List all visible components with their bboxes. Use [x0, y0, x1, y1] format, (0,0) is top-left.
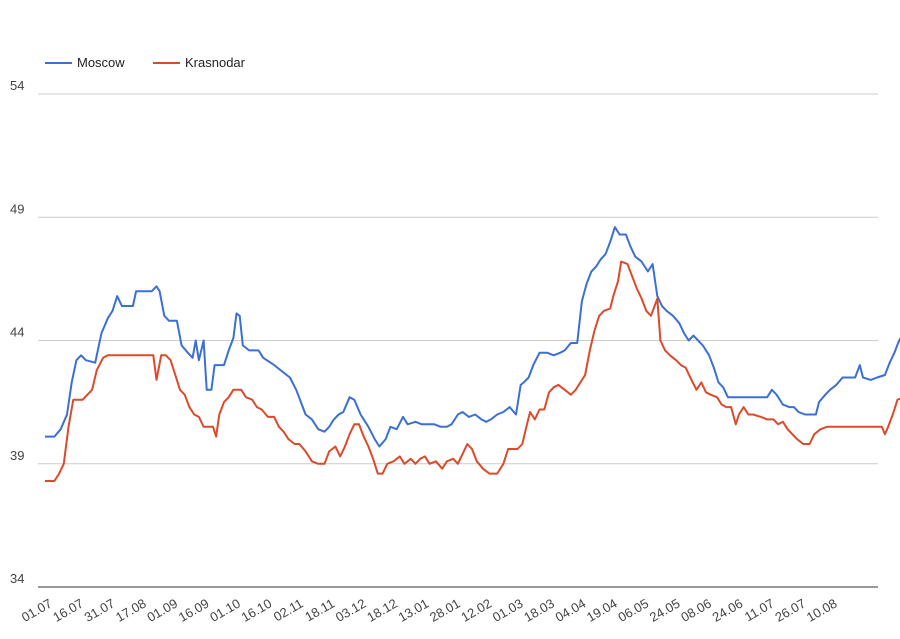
x-tick-label: 01.03: [490, 596, 526, 625]
x-tick-label: 03.12: [333, 596, 369, 625]
y-tick-label: 44: [10, 325, 24, 340]
x-tick-label: 01.07: [19, 596, 55, 625]
x-tick-label: 12.02: [458, 596, 494, 625]
x-tick-label: 24.05: [647, 596, 683, 625]
x-tick-label: 13.01: [396, 596, 432, 625]
x-tick-label: 16.10: [239, 596, 275, 625]
series-line-krasnodar: [45, 260, 900, 482]
y-axis: 34 39 44 49 54: [10, 78, 24, 586]
x-tick-label: 28.01: [427, 596, 463, 625]
x-tick-label: 01.10: [207, 596, 243, 625]
x-tick-label: 18.03: [521, 596, 557, 625]
x-tick-label: 04.04: [553, 596, 589, 625]
x-tick-label: 01.09: [144, 596, 180, 625]
x-tick-label: 02.11: [271, 596, 306, 625]
x-tick-label: 16.09: [176, 596, 212, 625]
y-tick-label: 49: [10, 201, 24, 216]
legend-label-krasnodar: Krasnodar: [185, 55, 246, 70]
x-tick-label: 16.07: [50, 596, 86, 625]
legend-label-moscow: Moscow: [77, 55, 125, 70]
x-tick-label: 31.07: [82, 596, 118, 625]
x-tick-label: 08.06: [678, 596, 714, 625]
gridlines: [38, 93, 878, 588]
x-tick-label: 17.08: [113, 596, 149, 625]
legend: Moscow Krasnodar: [45, 55, 246, 70]
x-tick-label: 24.06: [710, 596, 746, 625]
series-line-moscow: [45, 226, 900, 448]
x-tick-label: 11.07: [742, 596, 777, 625]
x-tick-label: 18.11: [302, 596, 337, 625]
x-tick-label: 18.12: [364, 596, 400, 625]
x-tick-label: 10.08: [804, 596, 840, 625]
x-tick-label: 26.07: [772, 596, 808, 625]
x-axis: 01.0716.0731.0717.0801.0916.0901.1016.10…: [19, 596, 840, 625]
x-tick-label: 19.04: [584, 596, 620, 625]
y-tick-label: 39: [10, 448, 24, 463]
y-tick-label: 54: [10, 78, 24, 93]
series-lines: [45, 226, 900, 482]
x-tick-label: 06.05: [615, 596, 651, 625]
y-tick-label: 34: [10, 571, 24, 586]
